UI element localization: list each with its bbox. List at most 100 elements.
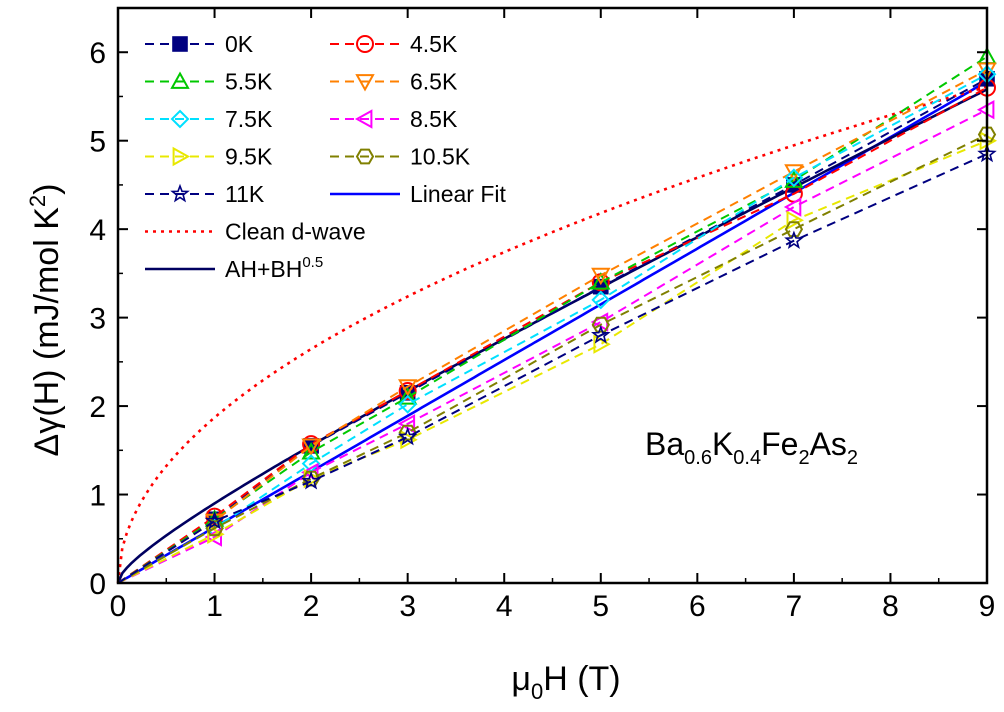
x-tick-label: 8 <box>882 590 899 623</box>
legend-11k: 11K <box>145 181 265 207</box>
legend-8-5k-marker <box>354 109 373 129</box>
y-tick-label: 6 <box>89 37 106 70</box>
x-axis-title-main: μ <box>511 660 531 698</box>
y-tick-label: 1 <box>89 480 106 513</box>
data-point-9-5k-1 <box>207 524 225 544</box>
series-line-5-5k <box>117 55 988 584</box>
compound-annotation: Ba0.6K0.4Fe2As2 <box>645 426 858 469</box>
legend-7-5k-marker <box>170 109 190 129</box>
legend-6-5k: 6.5K <box>330 69 458 95</box>
legend-clean-d-wave: Clean d-wave <box>145 219 366 245</box>
legend-9-5k: 9.5K <box>145 144 273 170</box>
data-point-11k-2 <box>301 471 321 490</box>
legend-5-5k-label: 5.5K <box>225 69 273 95</box>
x-tick-label: 5 <box>592 590 609 623</box>
legend-5-5k: 5.5K <box>145 69 273 95</box>
data-point-5-5k-2 <box>301 442 321 460</box>
annotation-part-6: As <box>810 426 847 462</box>
x-tick-label: 6 <box>689 590 706 623</box>
x-tick-label: 0 <box>110 590 127 623</box>
data-point-8-5k-1 <box>204 527 222 547</box>
legend-4-5k-marker <box>356 35 374 53</box>
x-tick-label: 2 <box>303 590 320 623</box>
series-line-11k <box>117 153 988 584</box>
series-11k <box>117 143 997 584</box>
x-tick-label: 9 <box>979 590 996 623</box>
legend-10-5k-marker <box>355 148 375 165</box>
x-axis-title: μ0H (T) <box>511 660 620 704</box>
data-point-11k-5 <box>784 230 804 249</box>
data-point-4-5k-3 <box>398 382 417 401</box>
legend-8-5k: 8.5K <box>330 106 458 132</box>
legend-clean-d-wave-label: Clean d-wave <box>225 219 366 245</box>
legend-11k-label: 11K <box>225 181 265 207</box>
legend-9-5k-marker <box>172 146 191 167</box>
data-point-7-5k-5 <box>784 168 804 188</box>
data-point-6-5k-2 <box>301 438 321 456</box>
legend-5-5k-marker <box>170 71 190 89</box>
data-point-9-5k-5 <box>786 210 804 230</box>
legend-8-5k-label: 8.5K <box>410 106 458 132</box>
y-tick-label: 5 <box>89 126 106 159</box>
y-axis-title: Δγ(H) (mJ/mol K2) <box>25 184 66 457</box>
data-series <box>117 46 998 584</box>
fit-curve-linear-fit <box>117 80 988 585</box>
x-axis-title-rest: H (T) <box>543 660 620 698</box>
data-point-10-5k-5 <box>784 221 804 238</box>
y-tick-label: 4 <box>89 214 106 247</box>
data-point-6-5k-4 <box>591 267 611 286</box>
data-point-11k-1 <box>204 510 225 530</box>
legend-10-5k-label: 10.5K <box>410 144 471 170</box>
y-axis-title-rest: ) <box>28 184 66 195</box>
legend-0k-label: 0K <box>225 31 254 57</box>
legend-ah-bh0-5: AH+BH0.5 <box>145 254 323 282</box>
fit-curve-clean-d-wave <box>116 85 988 584</box>
legend-7-5k-label: 7.5K <box>225 106 273 132</box>
legend-ah-bh0-5-label-main: AH+BH <box>225 256 302 282</box>
data-point-6-5k-3 <box>398 379 418 397</box>
axis-ticks: 0 1 2 3 4 5 6 7 8 9 0 1 2 3 4 5 6 <box>89 7 996 623</box>
y-tick-label: 3 <box>89 303 106 336</box>
legend-6-5k-label: 6.5K <box>410 69 458 95</box>
legend-ah-bh0-5-label-sup: 0.5 <box>302 254 323 271</box>
legend-0k: 0K <box>145 31 254 57</box>
y-axis-title-sup: 2 <box>25 195 50 207</box>
legend-11k-marker <box>170 183 190 203</box>
y-tick-label: 2 <box>89 391 106 424</box>
data-point-10-5k-4 <box>591 316 610 333</box>
series-line-8-5k <box>117 108 988 584</box>
y-axis-title-main: Δγ(H) (mJ/mol K <box>28 207 66 457</box>
legend-7-5k: 7.5K <box>145 106 273 132</box>
series-line-10-5k <box>117 133 988 584</box>
legend-4-5k: 4.5K <box>330 31 458 57</box>
x-tick-label: 3 <box>399 590 416 623</box>
data-point-7-5k-3 <box>398 394 418 414</box>
x-axis-title-sub: 0 <box>531 679 543 704</box>
series-line-6-5k <box>117 69 988 584</box>
annotation-part-3: 0.4 <box>733 447 761 469</box>
legend-linear-fit: Linear Fit <box>330 181 506 207</box>
annotation-part-7: 2 <box>847 447 858 469</box>
legend: 0K 4.5K 5.5K 6.5K 7.5K 8.5K 9.5K 10.5K 11K Linear… <box>145 31 506 282</box>
data-point-8-5k-3 <box>397 414 416 434</box>
annotation-part-1: 0.6 <box>684 447 712 469</box>
data-point-7-5k-4 <box>591 290 611 310</box>
series-8-5k <box>117 100 995 584</box>
legend-linear-fit-label: Linear Fit <box>410 181 506 207</box>
x-tick-label: 1 <box>206 590 223 623</box>
legend-0k-marker <box>172 36 188 52</box>
legend-ah-bh0-5-label: AH+BH0.5 <box>225 254 323 282</box>
x-tick-label: 4 <box>496 590 513 623</box>
legend-6-5k-marker <box>355 74 375 92</box>
annotation-part-4: Fe <box>761 426 798 462</box>
legend-10-5k: 10.5K <box>330 144 471 170</box>
data-point-11k-4 <box>591 325 611 344</box>
data-point-10-5k-6 <box>977 126 997 143</box>
data-point-8-5k-5 <box>783 197 802 217</box>
data-point-5-5k-4 <box>591 272 611 290</box>
x-tick-label: 7 <box>786 590 803 623</box>
data-point-5-5k-3 <box>398 387 418 405</box>
annotation-part-5: 2 <box>798 447 809 469</box>
data-point-11k-3 <box>397 426 418 446</box>
